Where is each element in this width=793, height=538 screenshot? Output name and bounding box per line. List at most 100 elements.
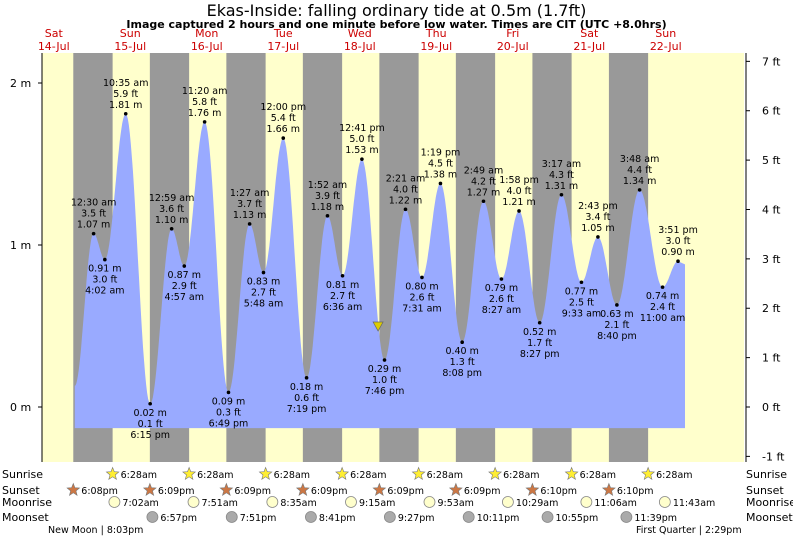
day-of-week-label: Sat [45, 27, 64, 40]
tide-time-label: 8:08 pm [442, 368, 482, 379]
right-axis-tick-label: 1 ft [762, 352, 781, 365]
sunrise-time-label: 6:28am [580, 470, 616, 481]
moonrise-time-label: 11:43am [673, 498, 715, 509]
tide-height-m-label: 1.38 m [424, 169, 457, 180]
sunset-icon [142, 482, 157, 496]
tide-height-m-label: 0.40 m [445, 346, 478, 357]
tide-time-label: 2:49 am [464, 165, 503, 176]
sunrise-row-label-left: Sunrise [2, 468, 43, 481]
moonrise-icon [266, 496, 279, 508]
tide-time-label: 9:33 am [562, 308, 601, 319]
moonrise-time-label: 10:29am [516, 498, 558, 509]
left-axis-tick-label: 2 m [10, 77, 31, 90]
sunset-time-label: 6:09pm [387, 486, 424, 497]
tide-height-ft-label: 1.3 ft [450, 357, 475, 368]
right-axis-tick-label: 6 ft [762, 105, 781, 118]
tide-height-ft-label: 2.9 ft [172, 281, 197, 292]
tide-height-ft-label: 1.0 ft [372, 375, 397, 386]
day-of-week-label: Fri [506, 27, 519, 40]
tide-height-m-label: 0.83 m [247, 277, 280, 288]
moonrise-row-label-left: Moonrise [2, 496, 52, 509]
tide-extreme-point [281, 136, 286, 140]
tide-height-m-label: 1.34 m [623, 176, 656, 187]
day-of-week-label: Thu [425, 27, 447, 40]
sunset-icon [66, 482, 81, 496]
tide-height-m-label: 1.27 m [467, 187, 500, 198]
tide-height-ft-label: 3.0 ft [666, 236, 691, 247]
sunset-row-label-right: Sunset [746, 484, 784, 497]
tide-height-ft-label: 0.3 ft [216, 407, 241, 418]
sunset-icon [601, 482, 616, 496]
moonset-icon [146, 511, 159, 523]
tide-extreme-point [403, 207, 408, 212]
tide-time-label: 3:51 pm [658, 225, 698, 236]
sunset-time-label: 6:08pm [81, 486, 118, 497]
moonrise-time-label: 7:51am [202, 498, 238, 509]
tide-height-ft-label: 5.0 ft [349, 134, 374, 145]
chart-subtitle: Image captured 2 hours and one minute be… [126, 18, 667, 31]
new-moon-label: New Moon | 8:03pm [48, 525, 143, 536]
tide-time-label: 2:43 pm [578, 201, 618, 212]
tide-height-m-label: 1.76 m [188, 108, 221, 119]
tide-height-ft-label: 4.5 ft [428, 158, 453, 169]
sunrise-row-label-right: Sunrise [746, 468, 787, 481]
sunrise-icon [488, 466, 503, 480]
tide-extreme-point [460, 340, 464, 345]
right-axis-tick-label: -1 ft [762, 450, 785, 463]
sunset-row-label-left: Sunset [2, 484, 40, 497]
moonset-icon [541, 511, 554, 523]
tide-extreme-point [360, 157, 364, 161]
sunset-time-label: 6:09pm [234, 486, 271, 497]
sunrise-time-label: 6:28am [427, 470, 463, 481]
tide-height-m-label: 1.53 m [345, 145, 378, 156]
tide-time-label: 12:41 pm [339, 123, 385, 134]
moonset-time-label: 8:41pm [319, 513, 356, 524]
sunset-icon [448, 482, 463, 496]
tide-height-ft-label: 5.8 ft [192, 97, 217, 108]
tide-height-ft-label: 0.1 ft [138, 419, 163, 430]
sunrise-icon [564, 466, 579, 480]
tide-extreme-point [438, 181, 443, 186]
tide-extreme-point [660, 285, 665, 289]
tide-extreme-point [517, 209, 521, 213]
left-axis-tick-label: 1 m [10, 239, 31, 252]
tide-time-label: 6:36 am [323, 302, 362, 313]
tide-extreme-point [382, 358, 387, 362]
tide-height-m-label: 0.81 m [326, 280, 359, 291]
tide-time-label: 4:02 am [85, 286, 124, 297]
tide-height-m-label: 1.22 m [389, 195, 422, 206]
tide-points-group: 12:30 am3.5 ft1.07 m0.91 m3.0 ft4:02 am1… [71, 78, 698, 441]
sunrise-time-label: 6:28am [503, 470, 539, 481]
moonset-time-label: 10:11pm [477, 513, 520, 524]
tide-height-m-label: 0.18 m [290, 382, 323, 393]
tide-time-label: 1:52 am [308, 180, 347, 191]
tide-height-ft-label: 2.5 ft [569, 297, 594, 308]
moonset-time-label: 10:55pm [556, 513, 599, 524]
date-label: 17-Jul [267, 40, 299, 53]
moonrise-time-label: 9:15am [359, 498, 395, 509]
sunset-icon [525, 482, 540, 496]
tide-time-label: 8:40 pm [597, 331, 637, 342]
tide-extreme-point [637, 188, 642, 192]
tide-height-ft-label: 3.5 ft [81, 209, 106, 220]
right-axis-tick-label: 4 ft [762, 203, 781, 216]
tide-height-m-label: 1.66 m [267, 124, 300, 135]
moonrise-time-label: 11:06am [594, 498, 636, 509]
sunrise-time-label: 6:28am [350, 470, 386, 481]
moonrise-time-label: 9:53am [437, 498, 473, 509]
tide-height-m-label: 0.74 m [646, 291, 679, 302]
sunrise-icon [105, 466, 120, 480]
tide-extreme-point [148, 401, 152, 406]
tide-height-ft-label: 0.6 ft [294, 393, 319, 404]
tide-extreme-point [579, 280, 584, 285]
moonset-icon [225, 511, 238, 523]
moonrise-icon [423, 496, 436, 508]
day-of-week-label: Sat [580, 27, 599, 40]
tide-height-m-label: 1.10 m [155, 215, 188, 226]
moonrise-time-label: 8:35am [280, 498, 316, 509]
tide-time-label: 5:48 am [244, 299, 283, 310]
right-axis-tick-label: 0 ft [762, 401, 781, 414]
tide-height-m-label: 0.91 m [88, 264, 121, 275]
date-label: 19-Jul [420, 40, 452, 53]
